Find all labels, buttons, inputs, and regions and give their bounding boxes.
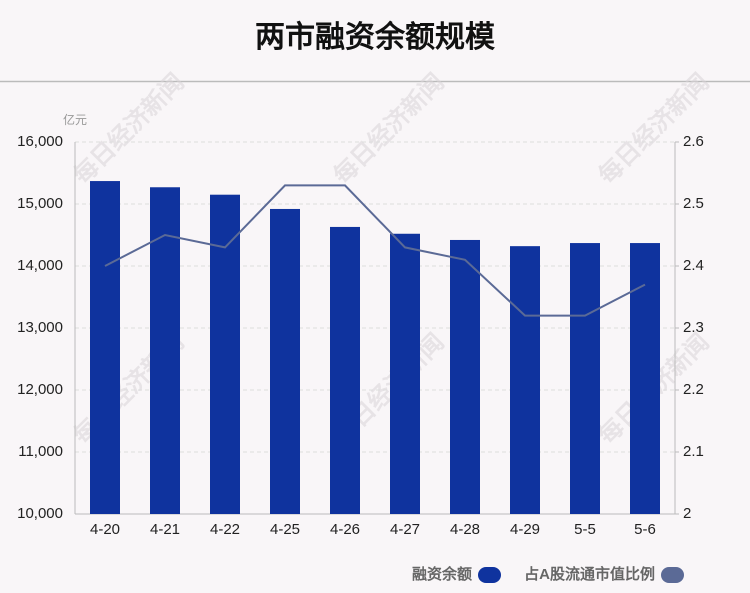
bar [390, 233, 420, 514]
y2-tick-label: 2.4 [683, 257, 704, 274]
x-tick-label: 4-25 [270, 521, 300, 538]
y-tick-label: 12,000 [17, 381, 63, 398]
x-tick-label: 4-20 [90, 521, 120, 538]
y-tick-label: 16,000 [17, 133, 63, 150]
bar [330, 226, 360, 514]
x-tick-label: 4-26 [330, 521, 360, 538]
y-tick-label: 15,000 [17, 195, 63, 212]
y2-tick-label: 2.5 [683, 195, 704, 212]
watermark: 每日经济新闻 [593, 68, 715, 190]
x-tick-label: 5-5 [574, 521, 596, 538]
y-tick-label: 14,000 [17, 257, 63, 274]
y2-tick-label: 2 [683, 505, 691, 522]
bar [510, 246, 540, 514]
y2-tick-label: 2.3 [683, 319, 704, 336]
legend-swatch [661, 567, 684, 583]
y2-tick-label: 2.1 [683, 443, 704, 460]
x-tick-label: 4-27 [390, 521, 420, 538]
legend-label: 融资余额 [412, 565, 472, 583]
watermark: 每日经济新闻 [68, 68, 190, 190]
chart-title: 两市融资余额规模 [255, 20, 495, 54]
x-tick-label: 4-21 [150, 521, 180, 538]
legend-swatch [478, 567, 501, 583]
watermark: 每日经济新闻 [328, 68, 450, 190]
y-tick-label: 13,000 [17, 319, 63, 336]
bar [450, 239, 480, 514]
x-tick-label: 4-28 [450, 521, 480, 538]
x-tick-label: 4-22 [210, 521, 240, 538]
x-tick-label: 4-29 [510, 521, 540, 538]
bar [210, 194, 240, 514]
y2-tick-label: 2.2 [683, 381, 704, 398]
bar [570, 243, 600, 514]
y-tick-label: 10,000 [17, 505, 63, 522]
bar [630, 243, 660, 514]
y-unit: 亿元 [63, 112, 87, 127]
y-tick-label: 11,000 [18, 443, 63, 460]
bar [150, 187, 180, 514]
y2-tick-label: 2.6 [683, 133, 704, 150]
x-tick-label: 5-6 [634, 521, 656, 538]
bar [270, 208, 300, 514]
bar [90, 181, 120, 514]
legend-label: 占A股流通市值比例 [524, 565, 655, 583]
line [104, 184, 646, 317]
